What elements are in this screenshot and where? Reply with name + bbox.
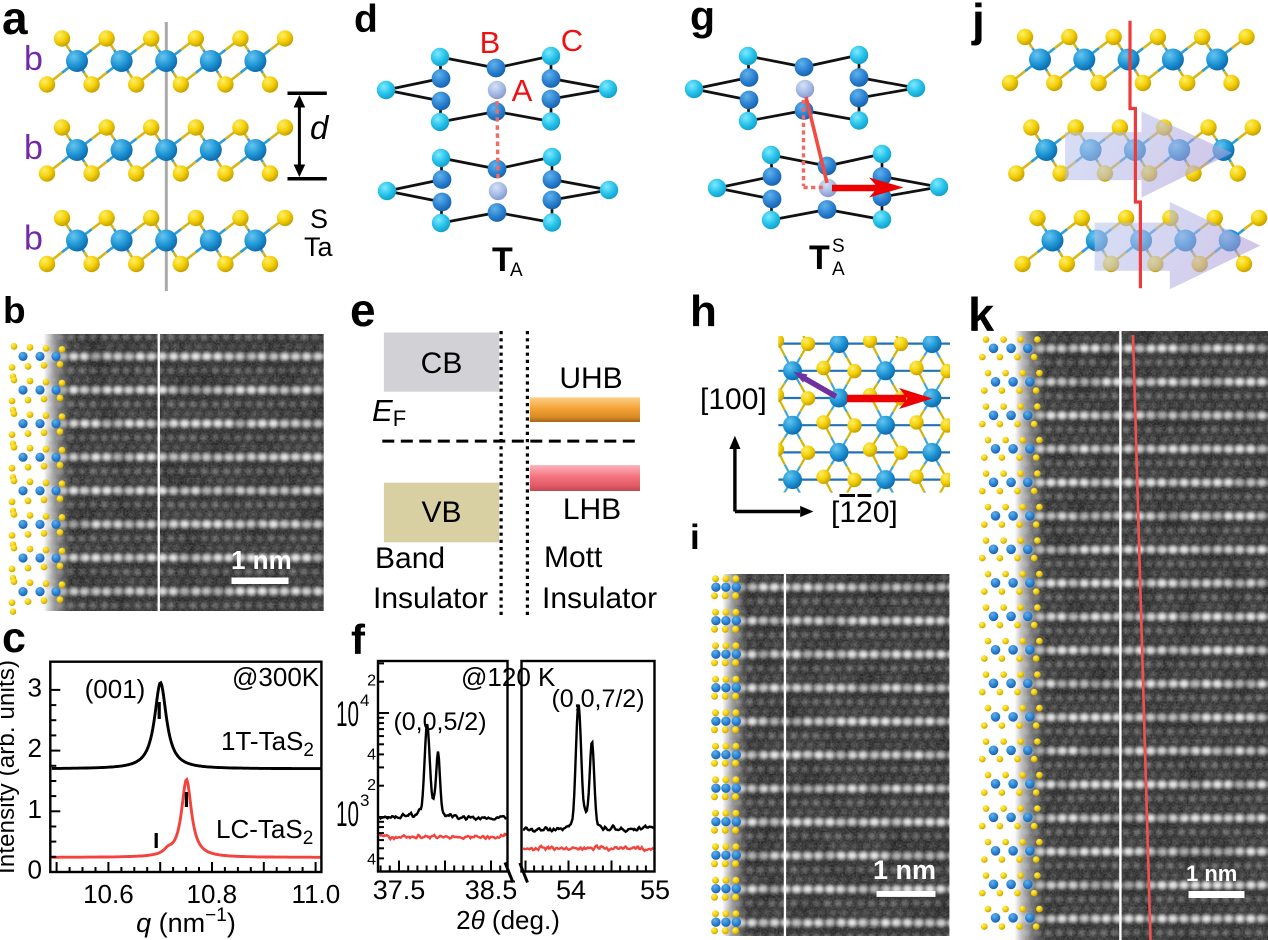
svg-text:1 nm: 1 nm bbox=[231, 545, 292, 575]
svg-text:e: e bbox=[350, 284, 376, 336]
svg-text:Band: Band bbox=[375, 542, 445, 575]
svg-text:b: b bbox=[24, 40, 43, 78]
svg-text:37.5: 37.5 bbox=[373, 875, 426, 905]
svg-text:C: C bbox=[561, 23, 583, 58]
svg-text:f: f bbox=[351, 616, 366, 663]
svg-text:10: 10 bbox=[336, 695, 359, 734]
svg-text:VB: VB bbox=[421, 496, 461, 529]
svg-text:B: B bbox=[480, 25, 501, 60]
svg-text:j: j bbox=[971, 0, 985, 46]
svg-text:b: b bbox=[24, 129, 43, 167]
svg-text:A: A bbox=[510, 260, 523, 281]
svg-text:Ta: Ta bbox=[304, 232, 334, 262]
svg-text:4: 4 bbox=[367, 747, 376, 764]
svg-text:S: S bbox=[832, 236, 845, 257]
svg-text:(0,0,7/2): (0,0,7/2) bbox=[551, 685, 644, 713]
svg-text:UHB: UHB bbox=[559, 362, 622, 395]
svg-text:10: 10 bbox=[336, 795, 359, 834]
svg-text:1 nm: 1 nm bbox=[873, 855, 936, 885]
svg-text:@120 K: @120 K bbox=[461, 662, 556, 692]
svg-text:4: 4 bbox=[367, 852, 376, 869]
svg-text:Intensity (arb. units): Intensity (arb. units) bbox=[0, 660, 20, 874]
svg-text:@300K: @300K bbox=[232, 662, 320, 692]
svg-text:38.5: 38.5 bbox=[465, 875, 518, 905]
svg-text:S: S bbox=[310, 204, 328, 234]
svg-text:g: g bbox=[690, 0, 715, 39]
svg-text:1: 1 bbox=[28, 794, 42, 824]
svg-text:10.6: 10.6 bbox=[83, 879, 134, 909]
svg-text:1T-TaS2: 1T-TaS2 bbox=[221, 726, 314, 761]
svg-text:b: b bbox=[24, 220, 43, 258]
svg-text:[100]: [100] bbox=[700, 383, 767, 416]
svg-text:2: 2 bbox=[367, 777, 376, 794]
svg-text:10.8: 10.8 bbox=[186, 879, 237, 909]
svg-text:d: d bbox=[354, 0, 378, 41]
svg-text:h: h bbox=[690, 287, 717, 336]
svg-text:55: 55 bbox=[640, 875, 670, 905]
svg-text:LHB: LHB bbox=[563, 493, 621, 526]
svg-text:T: T bbox=[492, 241, 513, 279]
svg-text:d: d bbox=[310, 109, 330, 146]
svg-text:[120]: [120] bbox=[831, 496, 898, 529]
svg-text:i: i bbox=[690, 518, 700, 557]
svg-text:11.0: 11.0 bbox=[292, 879, 341, 909]
svg-text:2: 2 bbox=[28, 733, 42, 763]
svg-text:A: A bbox=[832, 259, 845, 280]
svg-text:LC-TaS2: LC-TaS2 bbox=[216, 814, 313, 849]
svg-text:54: 54 bbox=[556, 875, 586, 905]
svg-text:a: a bbox=[2, 0, 28, 44]
svg-text:(001): (001) bbox=[85, 674, 146, 704]
svg-text:(0,0,5/2): (0,0,5/2) bbox=[393, 708, 486, 736]
svg-text:2: 2 bbox=[367, 673, 376, 690]
svg-text:1 nm: 1 nm bbox=[1186, 861, 1237, 886]
svg-text:A: A bbox=[512, 73, 533, 108]
svg-text:CB: CB bbox=[421, 347, 463, 380]
svg-text:T: T bbox=[809, 239, 830, 277]
svg-text:k: k bbox=[968, 288, 995, 341]
svg-text:Insulator: Insulator bbox=[373, 582, 488, 615]
svg-text:3: 3 bbox=[28, 672, 42, 702]
svg-text:b: b bbox=[3, 290, 26, 331]
svg-text:2θ (deg.): 2θ (deg.) bbox=[456, 905, 560, 935]
svg-text:4: 4 bbox=[360, 691, 369, 710]
svg-text:3: 3 bbox=[360, 791, 369, 810]
svg-text:c: c bbox=[2, 614, 26, 662]
svg-text:Mott: Mott bbox=[544, 541, 603, 574]
svg-text:Insulator: Insulator bbox=[542, 582, 657, 615]
svg-text:0: 0 bbox=[28, 855, 42, 885]
